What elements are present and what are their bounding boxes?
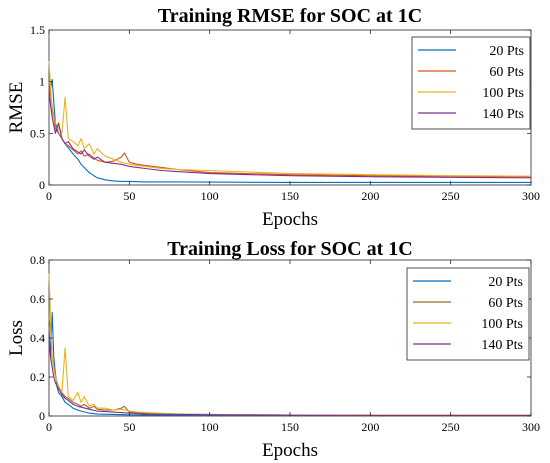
legend-label: 100 Pts (482, 86, 524, 101)
x-tick-label: 100 (201, 420, 219, 434)
legend-label: 140 Pts (481, 338, 523, 353)
x-tick-label: 0 (46, 420, 52, 434)
series-line-4 (48, 91, 532, 179)
x-tick-label: 150 (281, 420, 299, 434)
chart-title: Training RMSE for SOC at 1C (158, 5, 422, 27)
y-tick-label: 0 (39, 178, 45, 192)
y-axis-label: Loss (6, 320, 27, 356)
y-tick-label: 0.5 (30, 126, 45, 140)
y-tick-label: 0.2 (30, 370, 45, 384)
series-line-1 (48, 312, 531, 417)
chart-panel-2: 0 50 100 150 200 250 300 0 0.2 0.4 0.6 0.8 Training … (6, 238, 540, 461)
y-axis-label: RMSE (6, 82, 27, 134)
legend-label: 100 Pts (481, 317, 523, 332)
y-tick-label: 0.8 (30, 253, 45, 267)
x-axis-label: Epochs (262, 440, 318, 461)
y-tick-label: 0 (39, 409, 45, 423)
legend-label: 20 Pts (489, 44, 524, 59)
series-line-3 (48, 60, 532, 177)
x-tick-label: 0 (46, 189, 52, 203)
y-tick-label: 1 (39, 75, 45, 89)
legend-label: 60 Pts (489, 65, 524, 80)
series-line-4 (48, 328, 531, 416)
x-tick-label: 250 (442, 189, 460, 203)
x-tick-label: 250 (442, 420, 460, 434)
legend-box (406, 267, 530, 361)
x-tick-label: 150 (281, 189, 299, 203)
chart-title: Training Loss for SOC at 1C (167, 238, 412, 260)
legend-label: 20 Pts (488, 275, 523, 290)
x-tick-label: 300 (522, 189, 540, 203)
y-tick-label: 0.6 (30, 292, 45, 306)
x-tick-label: 100 (201, 189, 219, 203)
legend-label: 140 Pts (482, 107, 524, 122)
x-axis-label: Epochs (262, 209, 318, 230)
x-tick-label: 50 (123, 189, 135, 203)
x-tick-label: 200 (361, 420, 379, 434)
chart-panel-1: 0 50 100 150 200 250 300 0 0.5 1 1.5 Training RMSE … (6, 5, 540, 230)
y-tick-label: 0.4 (30, 331, 45, 345)
legend: 20 Pts 60 Pts 100 Pts 140 Pts (406, 267, 530, 361)
x-tick-label: 300 (522, 420, 540, 434)
legend: 20 Pts 60 Pts 100 Pts 140 Pts (411, 36, 531, 130)
x-tick-label: 50 (123, 420, 135, 434)
y-tick-label: 1.5 (30, 23, 45, 37)
legend-box (411, 36, 531, 130)
legend-label: 60 Pts (488, 296, 523, 311)
x-tick-label: 200 (361, 189, 379, 203)
